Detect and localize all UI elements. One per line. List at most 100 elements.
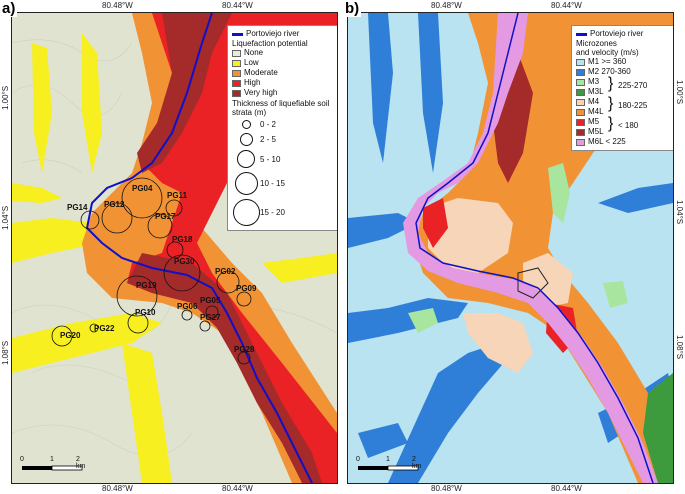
swatch-m1	[576, 58, 585, 66]
circle-symbol	[234, 172, 258, 195]
coord-top-2: 80.44°W	[222, 1, 253, 10]
liquefaction-map: PG04 PG11 PG14 PG12 PG17 PG18 PG30 PG02 …	[11, 12, 338, 484]
panel-a-label: a)	[0, 0, 18, 17]
very-high-zone-south	[127, 253, 322, 483]
river-swatch	[576, 32, 587, 36]
legend-river-label: Portoviejo river	[246, 29, 300, 38]
legend-river-row: Portoviejo river	[576, 29, 669, 39]
legend-zone-m3: M3	[576, 77, 669, 87]
swatch-none	[232, 49, 241, 57]
liquefaction-legend: Portoviejo river Liquefaction potential …	[227, 25, 337, 231]
legend-zone-m4l: M4L	[576, 107, 669, 117]
zone-list: M1 >= 360 M2 270-360 M3 M3L M4	[576, 57, 669, 147]
scale-label-2: 2 km	[412, 456, 422, 470]
legend-label: None	[244, 48, 264, 57]
circle-symbol	[241, 119, 251, 129]
legend-label: Very high	[244, 88, 278, 97]
panel-b-label: b)	[343, 0, 362, 17]
legend-title-2: and velocity (m/s)	[576, 48, 639, 57]
brace-label-m4: 180-225	[618, 101, 648, 110]
scale-label-1: 1	[386, 456, 390, 463]
brace-label-m3: 225-270	[618, 81, 648, 90]
portoviejo-river	[85, 13, 313, 483]
station-pg14: PG14	[67, 203, 88, 212]
legend-zone-m3l: M3L	[576, 87, 669, 97]
thickness-row-5: 15 - 20	[232, 197, 337, 227]
thickness-circles	[51, 177, 252, 365]
swatch-m6l	[576, 138, 585, 146]
panel-a: 80.48°W 80.44°W 80.48°W 80.44°W 1.00°S 1…	[0, 0, 338, 493]
swatch-very-high	[232, 89, 241, 97]
swatch-m2	[576, 68, 585, 76]
legend-river-row: Portoviejo river	[232, 29, 337, 39]
coord-bottom-2: 80.44°W	[222, 484, 253, 493]
legend-title-1: Microzones	[576, 39, 617, 48]
thickness-label: 15 - 20	[260, 207, 285, 217]
m3-zone-east	[603, 281, 628, 308]
legend-label: Low	[244, 58, 259, 67]
brace-m3: }	[608, 75, 614, 92]
legend-class-low: Low	[232, 58, 337, 68]
swatch-high	[232, 79, 241, 87]
legend-label: M5L	[588, 127, 604, 136]
station-pg19: PG19	[136, 281, 157, 290]
legend-label: M2 270-360	[588, 67, 631, 76]
thickness-label: 10 - 15	[260, 179, 285, 188]
scale-label-0: 0	[356, 456, 360, 463]
scale-bar-a: 0 1 2 km	[20, 456, 90, 477]
swatch-m3	[576, 78, 585, 86]
portoviejo-river-b	[415, 13, 654, 483]
station-pg11: PG11	[167, 191, 188, 200]
swatch-low	[232, 59, 241, 67]
scale-bar-graphic	[358, 465, 419, 471]
coord-right-3: 1.08°S	[675, 335, 684, 360]
station-pg22: PG22	[94, 324, 115, 333]
legend-title: Liquefaction potential	[232, 39, 308, 48]
swatch-m5l	[576, 128, 585, 136]
station-pg12: PG12	[104, 200, 125, 209]
circle-symbol	[237, 150, 255, 168]
thickness-row-3: 5 - 10	[232, 148, 337, 170]
very-high-zone-north	[137, 13, 232, 173]
coord-bottom-2: 80.44°W	[551, 484, 582, 493]
station-pg10: PG10	[135, 308, 156, 317]
legend-river-label: Portoviejo river	[590, 29, 644, 38]
legend-zone-m4: M4	[576, 97, 669, 107]
station-labels: PG04 PG11 PG14 PG12 PG17 PG18 PG30 PG02 …	[60, 184, 257, 354]
brace-m4: }	[608, 95, 614, 112]
thickness-label: 5 - 10	[260, 154, 281, 164]
swatch-moderate	[232, 69, 241, 77]
brace-label-m5: < 180	[618, 121, 639, 130]
coord-right-1: 1.00°S	[675, 80, 684, 105]
scale-bar-graphic	[22, 465, 83, 471]
circle-symbol	[239, 133, 253, 146]
legend-label: M3	[588, 77, 600, 86]
river-swatch	[232, 32, 243, 36]
m3-zone-north	[548, 163, 570, 223]
microzone-legend: Portoviejo river Microzones and velocity…	[571, 25, 673, 151]
thickness-title: Thickness of liquefiable soil strata (m)	[232, 99, 330, 117]
coord-left-3: 1.08°S	[1, 340, 10, 365]
scale-bar-b: 0 1 2 km	[356, 456, 426, 477]
coord-bottom-1: 80.48°W	[102, 484, 133, 493]
legend-zone-m1: M1 >= 360	[576, 57, 669, 67]
coord-left-1: 1.00°S	[1, 85, 10, 110]
station-pg30: PG30	[174, 257, 195, 266]
circle-symbol	[232, 198, 260, 226]
legend-label: M1 >= 360	[588, 57, 627, 66]
microzone-map: Portoviejo river Microzones and velocity…	[347, 12, 674, 484]
m4-zone-south	[463, 313, 533, 373]
scale-label-2: 2 km	[76, 456, 86, 470]
m5-zone-west	[423, 198, 448, 248]
legend-label: High	[244, 78, 261, 87]
scale-label-1: 1	[50, 456, 54, 463]
legend-class-very-high: Very high	[232, 88, 337, 98]
station-pg04: PG04	[132, 184, 153, 193]
legend-zone-m5l: M5L	[576, 127, 669, 137]
coord-bottom-1: 80.48°W	[431, 484, 462, 493]
legend-zone-m6l: M6L < 225	[576, 137, 669, 147]
m4-zone-west	[428, 198, 513, 273]
swatch-m4l	[576, 108, 585, 116]
legend-label: M6L < 225	[588, 137, 626, 146]
thickness-label: 2 - 5	[260, 135, 277, 144]
